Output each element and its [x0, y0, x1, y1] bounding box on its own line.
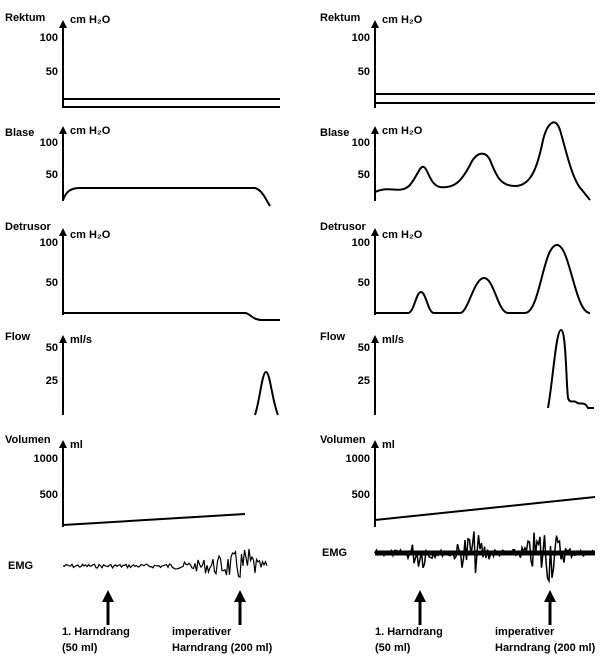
- emg-label: EMG: [322, 547, 347, 559]
- emg-label: EMG: [8, 560, 33, 572]
- axis-arrow: [371, 335, 379, 343]
- panel-label: Volumen: [5, 434, 51, 446]
- tick-label: 50: [358, 169, 370, 181]
- unit-label: ml: [70, 439, 83, 451]
- unit-label: cm H₂O: [382, 14, 423, 26]
- trace: [63, 98, 280, 108]
- unit-label: cm H₂O: [70, 125, 111, 137]
- axis-arrow: [371, 440, 379, 448]
- marker-text: imperativer: [495, 626, 555, 638]
- unit-label: ml/s: [70, 334, 92, 346]
- axis-arrow: [59, 335, 67, 343]
- tick-label: 100: [352, 32, 370, 44]
- marker-text: (50 ml): [62, 642, 98, 654]
- panel-label: Blase: [5, 127, 34, 139]
- panel-label: Detrusor: [5, 221, 52, 233]
- panel-label: Flow: [320, 331, 345, 343]
- tick-label: 50: [46, 169, 58, 181]
- trace: [63, 312, 280, 321]
- axis-arrow: [371, 228, 379, 236]
- panel-label: Detrusor: [320, 221, 367, 233]
- axis-arrow: [59, 126, 67, 134]
- panel-label: Volumen: [320, 434, 366, 446]
- emg-trace: [374, 531, 595, 584]
- tick-label: 100: [40, 32, 58, 44]
- unit-label: cm H₂O: [70, 229, 111, 241]
- tick-label: 50: [46, 277, 58, 289]
- unit-label: cm H₂O: [382, 229, 423, 241]
- tick-label: 500: [352, 489, 370, 501]
- trace: [374, 121, 591, 201]
- trace: [254, 370, 279, 416]
- trace: [375, 243, 591, 314]
- unit-label: ml/s: [382, 334, 404, 346]
- trace: [62, 513, 246, 526]
- emg-trace: [62, 549, 268, 579]
- tick-label: 1000: [34, 453, 58, 465]
- tick-label: 100: [40, 237, 58, 249]
- marker-text: (50 ml): [375, 642, 411, 654]
- tick-label: 100: [352, 237, 370, 249]
- unit-label: ml: [382, 439, 395, 451]
- tick-label: 50: [358, 342, 370, 354]
- marker-text: Harndrang (200 ml): [495, 642, 596, 654]
- marker-text: Harndrang (200 ml): [172, 642, 273, 654]
- marker-text: 1. Harndrang: [62, 626, 130, 638]
- marker-arrow-head: [102, 590, 114, 602]
- axis-arrow: [59, 440, 67, 448]
- marker-arrow-head: [544, 590, 556, 602]
- tick-label: 50: [358, 66, 370, 78]
- trace: [375, 93, 595, 104]
- unit-label: cm H₂O: [382, 125, 423, 137]
- tick-label: 100: [352, 137, 370, 149]
- trace: [62, 187, 271, 207]
- unit-label: cm H₂O: [70, 14, 111, 26]
- marker-arrow-head: [234, 590, 246, 602]
- tick-label: 25: [46, 375, 58, 387]
- panel-label: Rektum: [320, 12, 361, 24]
- axis-arrow: [59, 20, 67, 28]
- panel-label: Blase: [320, 127, 349, 139]
- tick-label: 1000: [346, 453, 370, 465]
- tick-label: 50: [46, 342, 58, 354]
- marker-text: imperativer: [172, 626, 232, 638]
- axis-arrow: [371, 126, 379, 134]
- panel-label: Flow: [5, 331, 30, 343]
- tick-label: 50: [46, 66, 58, 78]
- axis-arrow: [59, 228, 67, 236]
- marker-arrow-head: [414, 590, 426, 602]
- trace: [374, 496, 596, 521]
- tick-label: 25: [358, 375, 370, 387]
- panel-label: Rektum: [5, 12, 46, 24]
- marker-text: 1. Harndrang: [375, 626, 443, 638]
- trace: [547, 328, 594, 409]
- tick-label: 50: [358, 277, 370, 289]
- tick-label: 500: [40, 489, 58, 501]
- axis-arrow: [371, 20, 379, 28]
- tick-label: 100: [40, 137, 58, 149]
